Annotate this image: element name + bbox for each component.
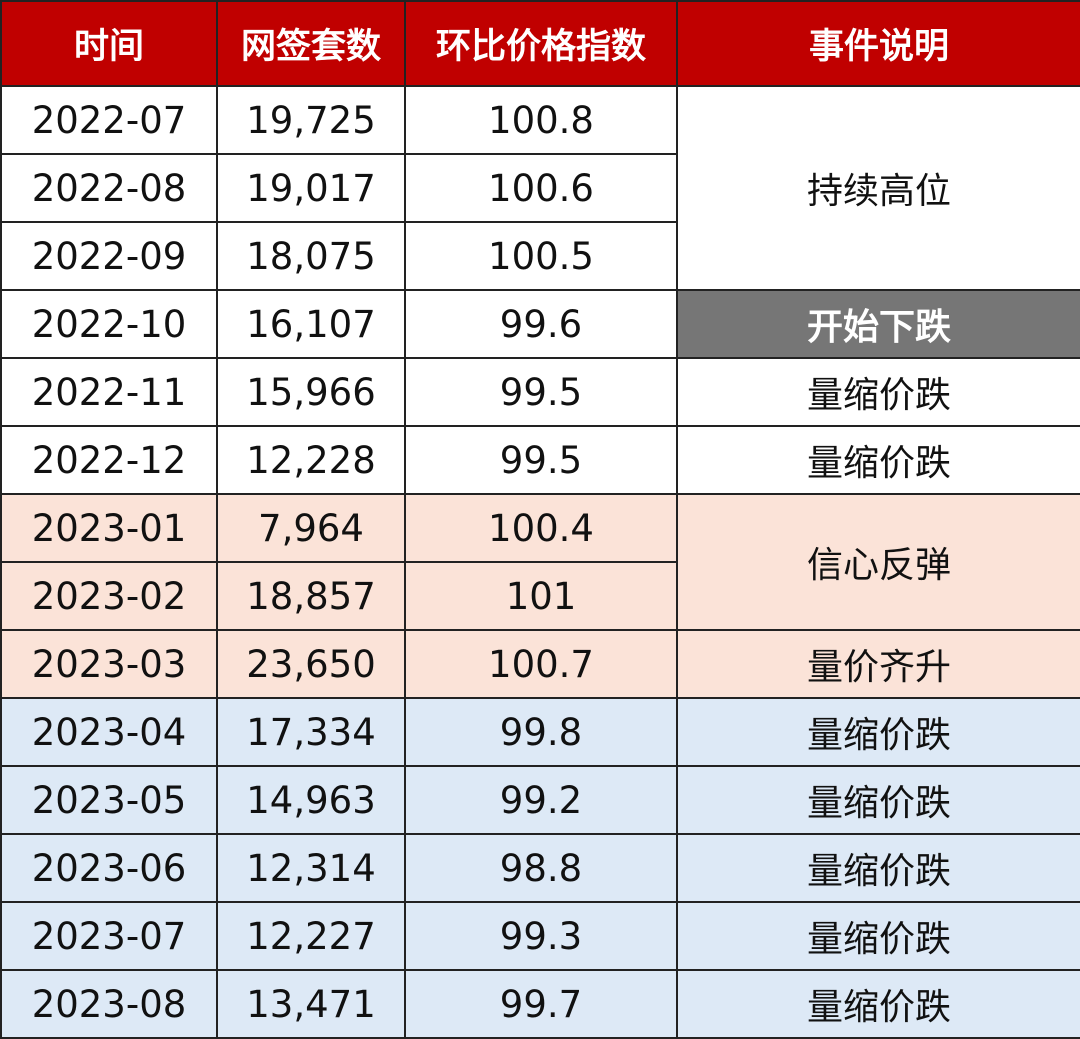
cell-event: 量缩价跌 [676, 765, 1080, 835]
cell-event: 量缩价跌 [676, 833, 1080, 903]
cell-price-index: 99.8 [404, 697, 678, 767]
cell-price-index: 99.3 [404, 901, 678, 971]
cell-volume: 23,650 [216, 629, 406, 699]
cell-volume: 18,075 [216, 221, 406, 291]
table-row: 2023-05 14,963 99.2 量缩价跌 [0, 765, 1080, 835]
cell-month: 2022-10 [0, 289, 218, 359]
cell-month: 2022-09 [0, 221, 218, 291]
cell-event: 量价齐升 [676, 629, 1080, 699]
table-row: 2023-04 17,334 99.8 量缩价跌 [0, 697, 1080, 767]
cell-volume: 12,314 [216, 833, 406, 903]
cell-event: 量缩价跌 [676, 901, 1080, 971]
cell-event: 信心反弹 [676, 493, 1080, 631]
cell-volume: 14,963 [216, 765, 406, 835]
cell-price-index: 100.8 [404, 85, 678, 155]
cell-price-index: 99.5 [404, 357, 678, 427]
cell-event: 量缩价跌 [676, 357, 1080, 427]
cell-event: 量缩价跌 [676, 697, 1080, 767]
cell-month: 2022-07 [0, 85, 218, 155]
cell-volume: 13,471 [216, 969, 406, 1039]
cell-volume: 7,964 [216, 493, 406, 563]
table-row: 2023-02 18,857 101 [0, 561, 1080, 631]
cell-event-highlight: 开始下跌 [676, 289, 1080, 359]
cell-month: 2023-03 [0, 629, 218, 699]
table-row: 2022-10 16,107 99.6 开始下跌 [0, 289, 1080, 359]
cell-volume: 16,107 [216, 289, 406, 359]
cell-price-index: 99.2 [404, 765, 678, 835]
header-price-index: 环比价格指数 [404, 0, 678, 87]
cell-price-index: 101 [404, 561, 678, 631]
header-volume: 网签套数 [216, 0, 406, 87]
cell-price-index: 100.4 [404, 493, 678, 563]
cell-price-index: 99.7 [404, 969, 678, 1039]
cell-month: 2023-02 [0, 561, 218, 631]
table-row: 2023-01 7,964 100.4 信心反弹 [0, 493, 1080, 631]
cell-month: 2022-12 [0, 425, 218, 495]
table-row: 2023-07 12,227 99.3 量缩价跌 [0, 901, 1080, 971]
cell-price-index: 100.5 [404, 221, 678, 291]
table-row: 2023-06 12,314 98.8 量缩价跌 [0, 833, 1080, 903]
table-row: 2022-09 18,075 100.5 [0, 221, 1080, 291]
cell-price-index: 100.6 [404, 153, 678, 223]
table-row: 2023-03 23,650 100.7 量价齐升 [0, 629, 1080, 699]
cell-month: 2023-01 [0, 493, 218, 563]
cell-volume: 17,334 [216, 697, 406, 767]
cell-volume: 18,857 [216, 561, 406, 631]
cell-price-index: 100.7 [404, 629, 678, 699]
cell-month: 2023-07 [0, 901, 218, 971]
table-row: 2022-07 19,725 100.8 持续高位 [0, 85, 1080, 291]
cell-volume: 12,228 [216, 425, 406, 495]
cell-volume: 12,227 [216, 901, 406, 971]
table-row: 2023-08 13,471 99.7 量缩价跌 [0, 969, 1080, 1039]
cell-month: 2023-05 [0, 765, 218, 835]
cell-month: 2022-11 [0, 357, 218, 427]
cell-volume: 19,725 [216, 85, 406, 155]
cell-volume: 15,966 [216, 357, 406, 427]
cell-month: 2023-04 [0, 697, 218, 767]
table-row: 2022-08 19,017 100.6 [0, 153, 1080, 223]
table-row: 2022-12 12,228 99.5 量缩价跌 [0, 425, 1080, 495]
header-row: 时间 网签套数 环比价格指数 事件说明 [0, 0, 1080, 87]
cell-event: 量缩价跌 [676, 969, 1080, 1039]
cell-price-index: 98.8 [404, 833, 678, 903]
cell-price-index: 99.5 [404, 425, 678, 495]
header-event: 事件说明 [676, 0, 1080, 87]
table-row: 2022-11 15,966 99.5 量缩价跌 [0, 357, 1080, 427]
cell-event: 持续高位 [676, 85, 1080, 291]
cell-month: 2023-06 [0, 833, 218, 903]
cell-volume: 19,017 [216, 153, 406, 223]
cell-price-index: 99.6 [404, 289, 678, 359]
cell-month: 2022-08 [0, 153, 218, 223]
cell-event: 量缩价跌 [676, 425, 1080, 495]
table-body: 2022-07 19,725 100.8 持续高位 2022-08 19,017 100.6… [0, 85, 1080, 1039]
header-month: 时间 [0, 0, 218, 87]
cell-month: 2023-08 [0, 969, 218, 1039]
